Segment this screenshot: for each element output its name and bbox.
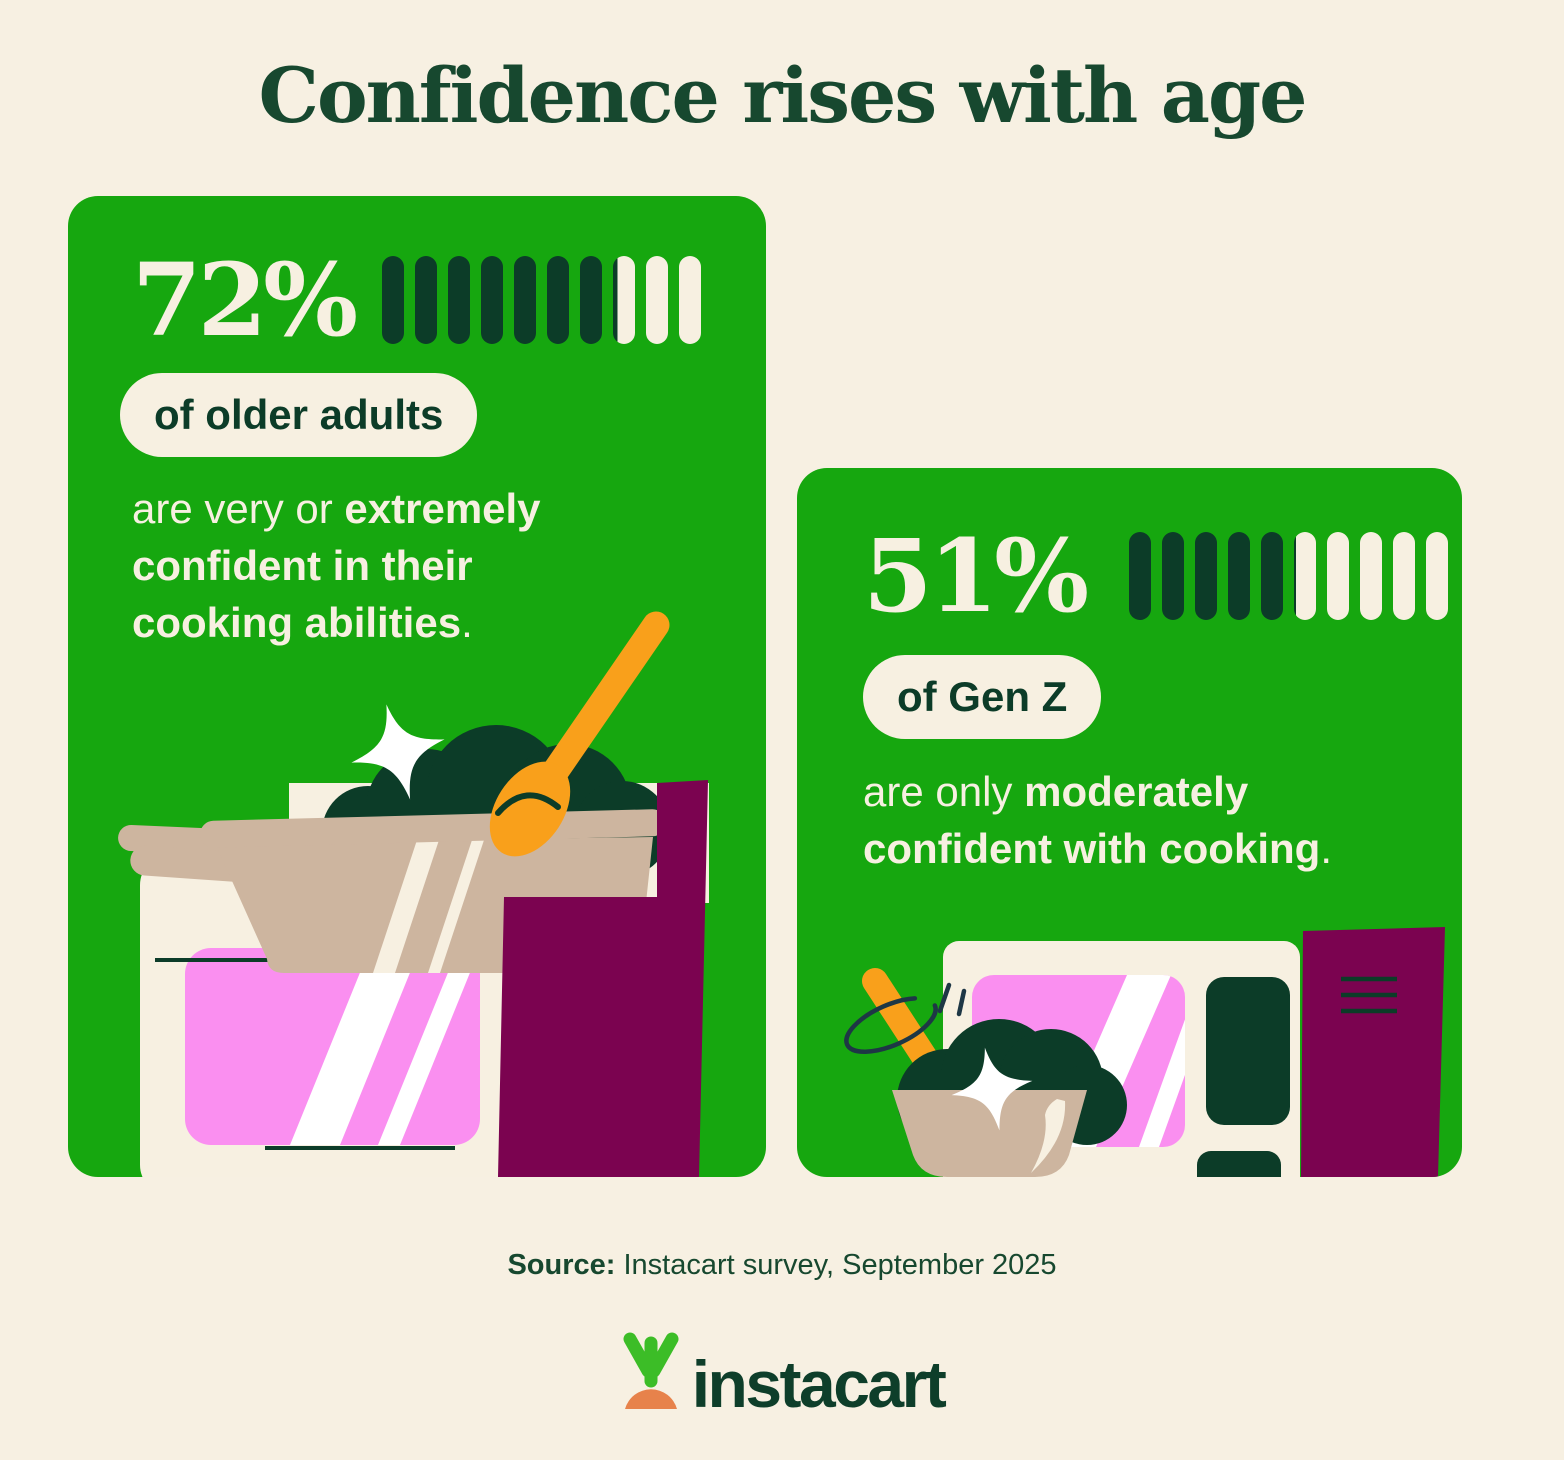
sparkle-icon <box>351 704 445 800</box>
tally-genz <box>1129 532 1449 620</box>
tally-segment <box>679 256 702 344</box>
page-title: Confidence rises with age <box>258 51 1308 140</box>
sparkle-icon <box>951 1047 1033 1131</box>
tally-segment <box>1360 532 1383 620</box>
tally-segment <box>415 256 438 344</box>
pot-glare <box>373 837 485 973</box>
motion-marks <box>937 982 967 1017</box>
tally-segment <box>382 256 405 344</box>
stat-description-line: are very or extremely <box>132 485 541 532</box>
tally-segment <box>1261 532 1284 620</box>
bowl <box>892 1090 1087 1177</box>
tally-older <box>382 256 702 344</box>
wooden-spoon <box>489 611 670 857</box>
card-older-adults: 72% of older adults are very or extremel… <box>68 196 766 1177</box>
tally-segment <box>1228 532 1251 620</box>
spoon <box>862 968 940 1074</box>
carrot-icon <box>623 1332 679 1409</box>
oven-window-glare <box>290 948 480 1145</box>
stove-cooking-illustration <box>118 611 709 1177</box>
stir-swirl <box>844 996 938 1054</box>
tally-segment <box>448 256 471 344</box>
source-line: Source: Instacart survey, September 2025 <box>0 1247 1564 1285</box>
cabinet <box>498 780 708 1177</box>
stat-description-genz: are only moderately confident with cookin… <box>863 763 1332 877</box>
stat-description-older: are very or extremely confident in their c… <box>132 480 541 651</box>
stat-description-line: are only moderately <box>863 768 1249 815</box>
microwave-bowl-illustration <box>844 927 1445 1177</box>
tally-segment <box>1393 532 1416 620</box>
group-pill-genz: of Gen Z <box>863 655 1102 739</box>
source-label: Source: <box>507 1249 616 1281</box>
cabinet-lines <box>1341 976 1397 1014</box>
tally-segment <box>1162 532 1185 620</box>
stat-row-older: 72% <box>132 241 702 359</box>
source-text: Instacart survey, September 2025 <box>615 1249 1057 1281</box>
control-button <box>1197 1151 1281 1177</box>
instacart-logo: instacart <box>0 1330 1564 1421</box>
stat-percent-older: 72% <box>132 241 358 359</box>
control-panel <box>1206 977 1290 1125</box>
logo-wordmark: instacart <box>691 1347 947 1421</box>
cabinet <box>1301 927 1445 1177</box>
tally-segment <box>646 256 669 344</box>
card-gen-z: 51% of Gen Z are only moderately confiden… <box>797 468 1462 1177</box>
group-pill-older: of older adults <box>120 373 478 457</box>
stat-description-line: confident in their <box>132 542 473 589</box>
tally-segment <box>1129 532 1152 620</box>
stat-description-line: confident with cooking. <box>863 825 1332 872</box>
group-pill-older-label: of older adults <box>154 391 444 438</box>
tally-segment <box>613 256 636 344</box>
tally-segment <box>1294 532 1317 620</box>
bowl-highlight <box>1031 1099 1066 1173</box>
tally-segment <box>481 256 504 344</box>
tally-segment <box>1195 532 1218 620</box>
group-pill-genz-label: of Gen Z <box>897 673 1068 720</box>
stat-percent-genz: 51% <box>863 517 1089 635</box>
tally-segment <box>1327 532 1350 620</box>
tally-segment <box>580 256 603 344</box>
stat-row-genz: 51% <box>863 517 1449 635</box>
tally-segment <box>547 256 570 344</box>
tally-segment <box>514 256 537 344</box>
tally-segment <box>1426 532 1449 620</box>
stat-description-line: cooking abilities. <box>132 599 473 646</box>
